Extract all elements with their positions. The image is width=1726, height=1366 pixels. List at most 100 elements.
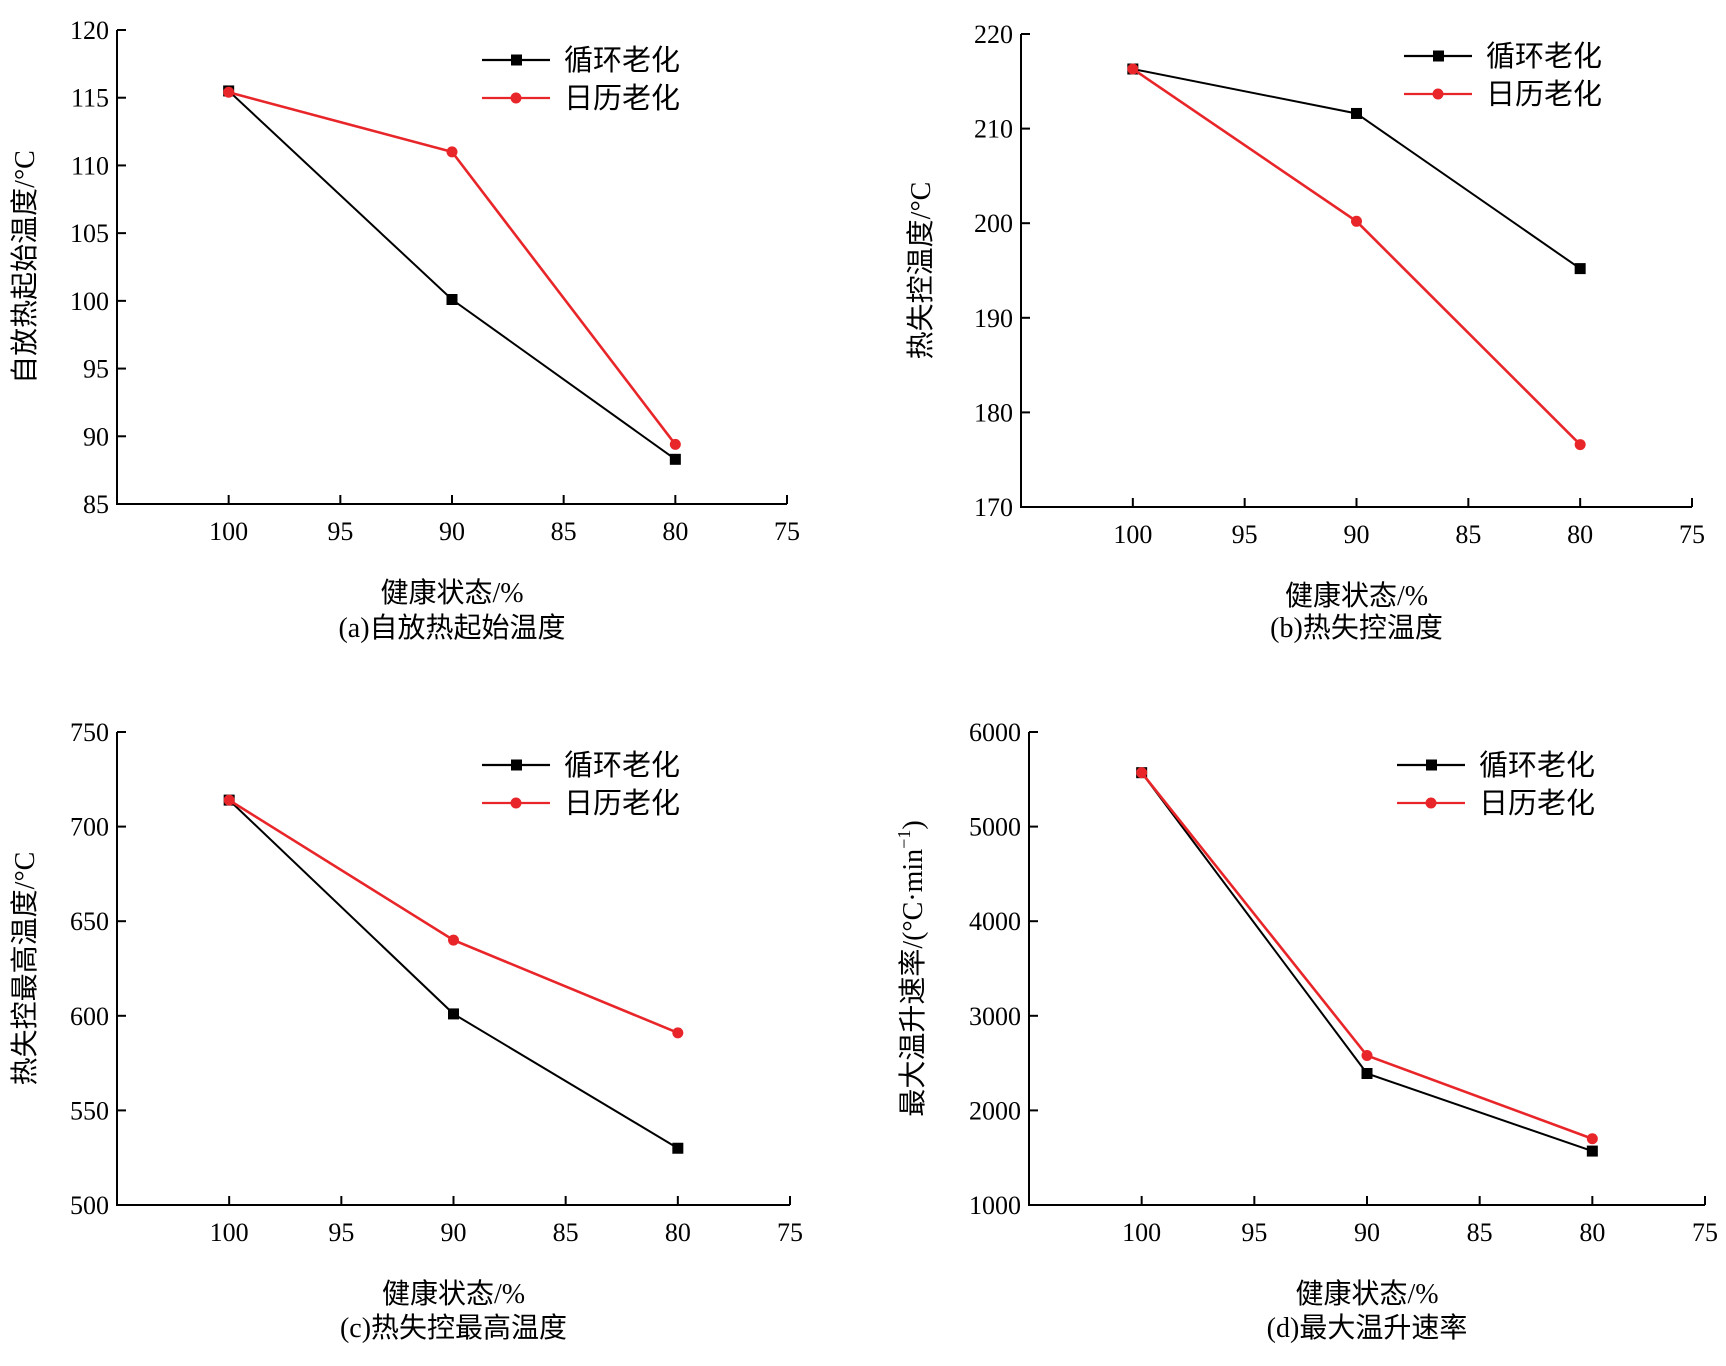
x-tick-label: 95 <box>1241 1218 1267 1247</box>
x-tick-label: 95 <box>1232 520 1258 549</box>
legend-label-calendar: 日历老化 <box>564 787 680 820</box>
series-line-calendar <box>228 91 677 446</box>
y-tick-label: 220 <box>974 20 1013 49</box>
series-line-calendar <box>228 799 679 1035</box>
chart-panel-c: 100 95 90 85 80 75 500 550 600 650 700 750 健康状态/% 热失控… <box>9 718 803 1344</box>
series-line-cycle <box>1140 772 1593 1153</box>
axis-frame <box>116 732 790 1206</box>
series-line-calendar <box>1140 771 1593 1140</box>
x-tick-label: 85 <box>1467 1218 1493 1247</box>
x-tick-label: 85 <box>551 517 577 546</box>
legend-label-cycle: 循环老化 <box>564 749 680 782</box>
x-tick-label: 100 <box>209 517 248 546</box>
legend-marker-calendar <box>510 797 522 809</box>
data-point-cycle <box>446 294 458 306</box>
y-tick-label: 750 <box>70 718 109 747</box>
data-point-cycle <box>1351 107 1362 119</box>
x-tick-label: 85 <box>553 1218 579 1247</box>
x-tick-label: 100 <box>1113 520 1152 549</box>
y-tick-label: 6000 <box>969 718 1021 747</box>
x-tick-label: 90 <box>439 517 465 546</box>
chart-panel-a: 100 95 90 85 80 75 85 90 95 100 105 110 115 120 健康状态/%… <box>9 16 800 644</box>
legend-label-calendar: 日历老化 <box>1479 787 1595 820</box>
axis-frame <box>116 30 787 505</box>
y-axis-title-superscript: −1 <box>894 830 914 849</box>
x-tick-label: 90 <box>441 1218 467 1247</box>
y-axis-title: 热失控温度/°C <box>905 182 937 360</box>
y-tick-label: 90 <box>83 422 109 451</box>
x-axis-title: 健康状态/% <box>1285 580 1428 612</box>
data-point-cycle <box>1361 1068 1373 1080</box>
x-tick-label: 90 <box>1354 1218 1380 1247</box>
data-point-calendar <box>672 1027 684 1039</box>
data-point-cycle <box>1574 263 1586 275</box>
legend-label-cycle: 循环老化 <box>1486 40 1602 73</box>
legend-marker-calendar <box>1432 88 1444 100</box>
x-tick-label: 75 <box>777 1218 803 1247</box>
legend-label-calendar: 日历老化 <box>1486 78 1602 111</box>
y-tick-label: 180 <box>974 398 1013 427</box>
x-tick-label: 95 <box>328 1218 354 1247</box>
data-point-calendar <box>1574 439 1586 451</box>
y-tick-label: 600 <box>70 1002 109 1031</box>
legend-marker-cycle <box>511 54 522 66</box>
y-tick-label: 2000 <box>969 1096 1021 1125</box>
legend-marker-cycle <box>1426 759 1437 771</box>
y-tick-label: 5000 <box>969 813 1021 842</box>
data-point-cycle <box>672 1142 684 1154</box>
data-point-cycle <box>448 1008 459 1020</box>
x-tick-label: 90 <box>1344 520 1370 549</box>
x-tick-label: 80 <box>665 1218 691 1247</box>
panel-caption: (d)最大温升速率 <box>1267 1312 1468 1344</box>
data-point-cycle <box>669 453 681 465</box>
x-tick-label: 100 <box>1122 1218 1161 1247</box>
x-tick-label: 85 <box>1455 520 1481 549</box>
legend-label-calendar: 日历老化 <box>564 82 680 115</box>
y-tick-label: 85 <box>83 490 109 519</box>
y-tick-label: 110 <box>71 151 109 180</box>
y-tick-label: 200 <box>974 209 1013 238</box>
y-tick-label: 105 <box>70 219 109 248</box>
legend-marker-calendar <box>510 92 522 104</box>
series-line-calendar <box>1132 67 1582 446</box>
y-tick-label: 95 <box>83 355 109 384</box>
y-axis-title-text: 热失控最高温度/°C <box>9 852 41 1086</box>
data-point-calendar <box>223 794 235 806</box>
panel-caption: (c)热失控最高温度 <box>340 1312 567 1344</box>
x-axis-title: 健康状态/% <box>380 577 523 609</box>
legend-label-cycle: 循环老化 <box>564 44 680 77</box>
chart-panel-d: 100 95 90 85 80 75 1000 2000 3000 4000 5000 6000 健康状… <box>894 718 1718 1344</box>
y-tick-label: 210 <box>974 115 1013 144</box>
data-point-cycle <box>1586 1145 1598 1157</box>
series-line-cycle <box>228 799 679 1150</box>
y-tick-label: 170 <box>974 493 1013 522</box>
y-tick-label: 120 <box>70 16 109 45</box>
x-axis-title: 健康状态/% <box>1295 1278 1438 1310</box>
data-point-calendar <box>448 934 459 946</box>
data-point-calendar <box>223 86 235 98</box>
y-axis-title: 热失控最高温度/°C <box>9 852 41 1086</box>
y-axis-title: 最大温升速率/(°C·min−1) <box>894 820 929 1116</box>
y-axis-title-tail: ) <box>898 820 929 829</box>
x-tick-label: 80 <box>1579 1218 1605 1247</box>
y-tick-label: 550 <box>70 1096 109 1125</box>
panel-caption: (a)自放热起始温度 <box>338 612 565 644</box>
y-tick-label: 115 <box>71 84 109 113</box>
x-tick-label: 100 <box>210 1218 249 1247</box>
x-axis-title: 健康状态/% <box>382 1278 525 1310</box>
data-point-calendar <box>446 146 458 158</box>
y-tick-label: 4000 <box>969 907 1021 936</box>
data-point-calendar <box>669 438 681 450</box>
y-tick-label: 500 <box>70 1191 109 1220</box>
x-tick-label: 80 <box>1567 520 1593 549</box>
x-tick-label: 75 <box>1692 1218 1718 1247</box>
data-point-calendar <box>1361 1050 1373 1062</box>
legend-label-cycle: 循环老化 <box>1479 749 1595 782</box>
legend-marker-cycle <box>511 759 522 771</box>
y-axis-title-text: 热失控温度/°C <box>905 182 937 360</box>
y-tick-label: 190 <box>974 304 1013 333</box>
x-tick-label: 75 <box>774 517 800 546</box>
data-point-calendar <box>1351 215 1362 227</box>
y-tick-label: 1000 <box>969 1191 1021 1220</box>
